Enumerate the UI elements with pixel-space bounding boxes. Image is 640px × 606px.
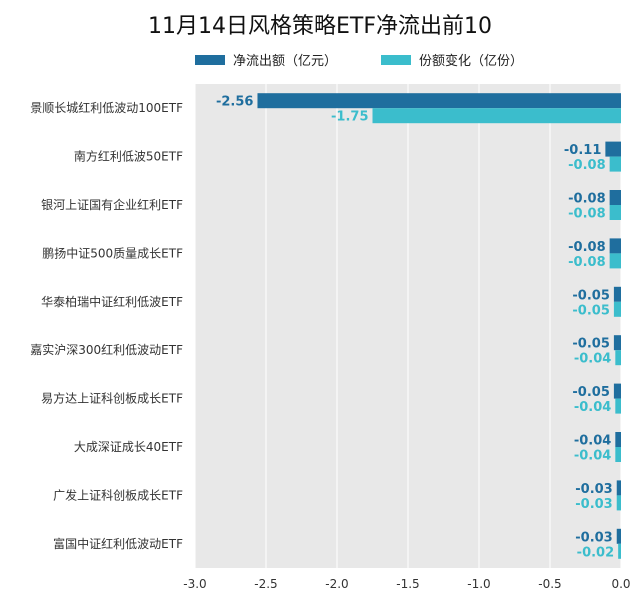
bar-share-change xyxy=(615,350,621,366)
category-label: 嘉实沪深300红利低波动ETF xyxy=(30,342,183,357)
x-tick-label: -2.0 xyxy=(325,577,348,591)
bar-share-change xyxy=(618,543,621,559)
bar-share-change xyxy=(613,301,621,317)
data-label-share-change: -0.08 xyxy=(568,255,605,270)
bar-share-change xyxy=(616,495,621,511)
legend-label-share-change: 份额变化（亿份） xyxy=(419,54,524,69)
data-label-share-change: -0.08 xyxy=(568,158,605,173)
bar-net-outflow xyxy=(257,93,621,109)
legend-label-net-outflow: 净流出额（亿元） xyxy=(233,54,338,69)
data-label-share-change: -1.75 xyxy=(331,110,368,125)
bar-net-outflow xyxy=(609,190,621,205)
category-label: 大成深证成长40ETF xyxy=(74,440,183,454)
data-label-net-outflow: -0.03 xyxy=(575,482,612,497)
bar-net-outflow xyxy=(609,238,621,254)
bar-share-change xyxy=(609,205,621,220)
data-label-net-outflow: -0.08 xyxy=(568,240,605,255)
category-label: 华泰柏瑞中证红利低波ETF xyxy=(41,294,183,309)
category-label: 景顺长城红利低波动100ETF xyxy=(30,100,183,115)
data-label-share-change: -0.04 xyxy=(574,352,611,367)
category-label: 易方达上证科创板成长ETF xyxy=(41,391,183,406)
bar-net-outflow xyxy=(616,480,621,496)
data-label-net-outflow: -0.05 xyxy=(572,288,609,303)
bar-share-change xyxy=(615,447,621,462)
data-label-share-change: -0.03 xyxy=(575,497,612,512)
data-label-share-change: -0.02 xyxy=(577,545,614,560)
x-tick-label: -3.0 xyxy=(183,577,206,591)
data-label-share-change: -0.04 xyxy=(574,400,611,415)
x-tick-label: -2.5 xyxy=(254,577,277,591)
bar-share-change xyxy=(615,398,621,414)
legend-swatch-net-outflow xyxy=(195,54,225,65)
category-label: 富国中证红利低波动ETF xyxy=(53,536,183,551)
bar-share-change xyxy=(609,156,621,172)
data-label-share-change: -0.08 xyxy=(568,207,605,222)
data-label-net-outflow: -0.11 xyxy=(564,143,601,158)
data-label-share-change: -0.04 xyxy=(574,449,611,464)
chart-title: 11月14日风格策略ETF净流出前10 xyxy=(148,14,492,39)
legend-swatch-share-change xyxy=(381,54,412,65)
data-label-net-outflow: -0.04 xyxy=(574,434,611,449)
bar-share-change xyxy=(609,253,621,269)
x-tick-label: -0.5 xyxy=(538,577,561,591)
category-label: 银河上证国有企业红利ETF xyxy=(41,197,183,212)
data-label-net-outflow: -0.05 xyxy=(572,385,609,400)
data-label-net-outflow: -0.05 xyxy=(572,337,609,352)
data-label-net-outflow: -2.56 xyxy=(216,95,253,110)
legend: 净流出额（亿元） 份额变化（亿份） xyxy=(195,50,567,69)
legend-item-share-change: 份额变化（亿份） xyxy=(381,50,523,69)
bar-net-outflow xyxy=(616,528,621,544)
legend-item-net-outflow: 净流出额（亿元） xyxy=(195,50,337,69)
x-tick-label: -1.0 xyxy=(467,577,490,591)
bar-share-change xyxy=(372,108,621,124)
x-tick-label: -1.5 xyxy=(396,577,419,591)
data-label-share-change: -0.05 xyxy=(572,303,609,318)
data-label-net-outflow: -0.08 xyxy=(568,192,605,207)
bar-net-outflow xyxy=(613,286,621,302)
category-label: 广发上证科创板成长ETF xyxy=(53,487,183,502)
bar-net-outflow xyxy=(615,432,621,447)
bar-net-outflow xyxy=(605,141,621,157)
x-tick-label: 0.0 xyxy=(611,577,630,591)
data-label-net-outflow: -0.03 xyxy=(575,530,612,545)
category-label: 鹏扬中证500质量成长ETF xyxy=(42,245,183,260)
bar-net-outflow xyxy=(613,383,621,399)
bar-net-outflow xyxy=(613,335,621,351)
category-label: 南方红利低波50ETF xyxy=(74,149,183,164)
